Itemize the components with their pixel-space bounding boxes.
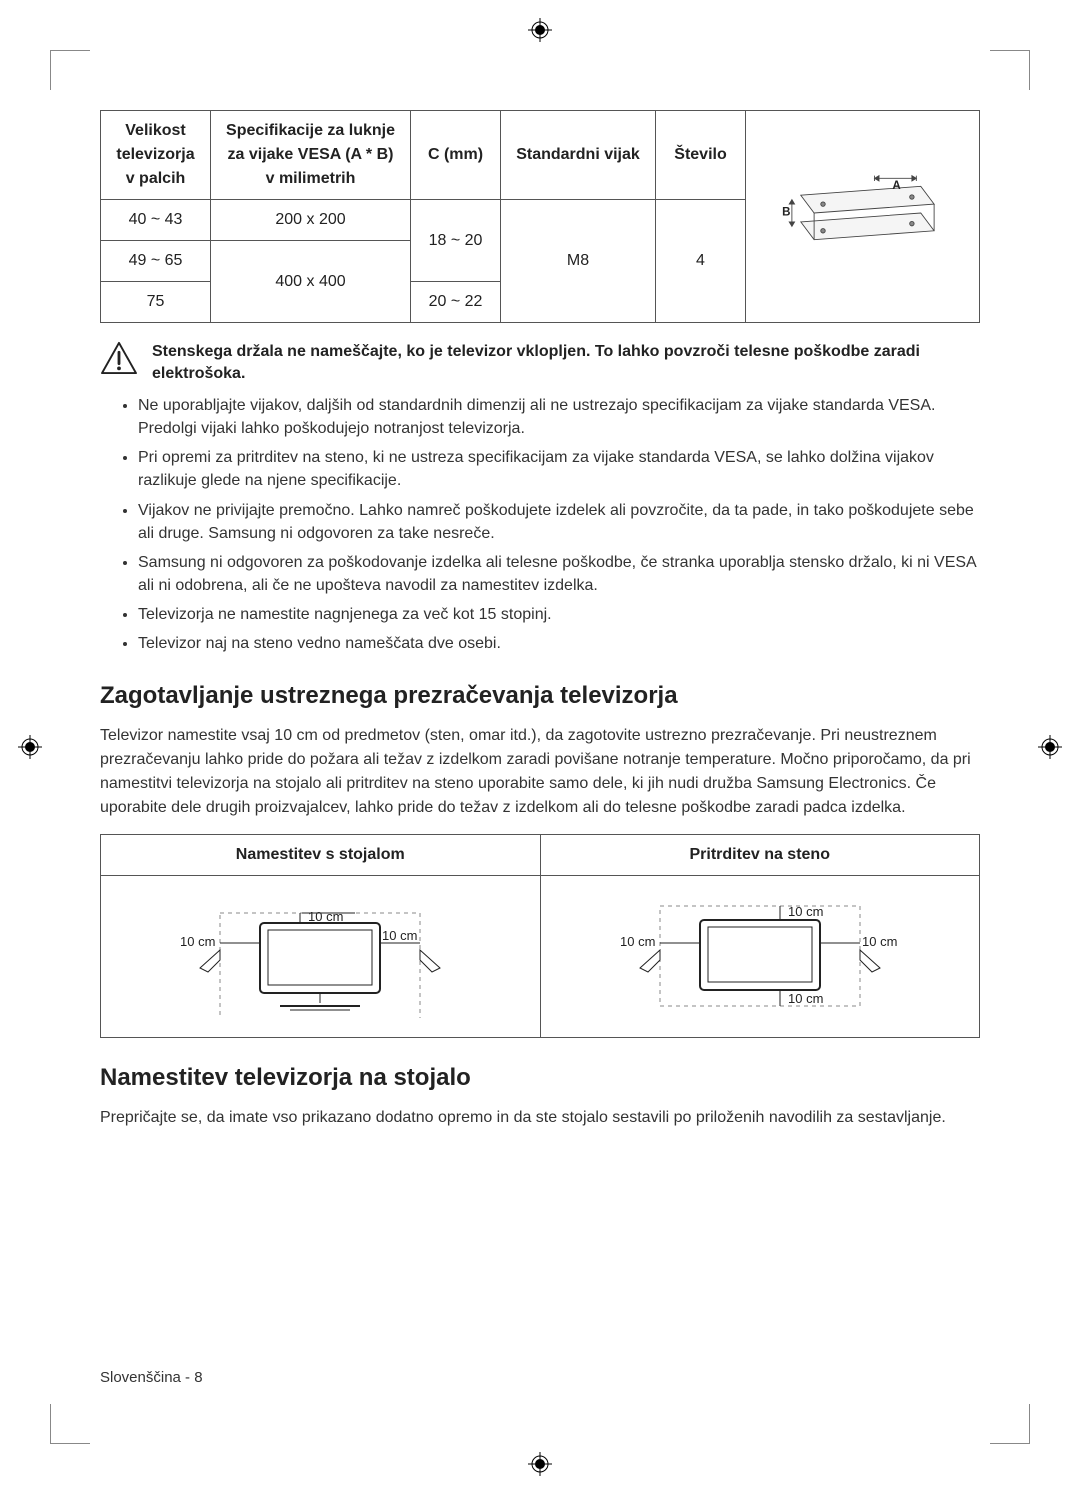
th-spec: Specifikacije za luknje za vijake VESA (… (211, 111, 411, 200)
bracket-diagram-cell: A B (746, 111, 980, 323)
warning-block: Stenskega držala ne nameščajte, ko je te… (100, 341, 980, 386)
registration-mark-icon (18, 735, 42, 759)
crop-mark (50, 1404, 90, 1444)
svg-text:10 cm: 10 cm (382, 928, 417, 943)
ventilation-heading: Zagotavljanje ustreznega prezračevanja t… (100, 678, 980, 714)
crop-mark (990, 50, 1030, 90)
registration-mark-icon (528, 18, 552, 42)
list-item: Pri opremi za pritrditev na steno, ki ne… (138, 446, 980, 492)
table-cell: 20 ~ 22 (411, 282, 501, 323)
list-item: Ne uporabljajte vijakov, daljših od stan… (138, 394, 980, 440)
list-item: Televizorja ne namestite nagnjenega za v… (138, 603, 980, 626)
svg-text:10 cm: 10 cm (620, 934, 655, 949)
svg-text:10 cm: 10 cm (180, 934, 215, 949)
table-cell: 200 x 200 (211, 200, 411, 241)
vent-stand-diagram-cell: 10 cm 10 cm 10 cm (101, 875, 541, 1038)
warning-icon (100, 341, 138, 383)
table-cell: 75 (101, 282, 211, 323)
table-cell: 4 (656, 200, 746, 323)
svg-text:10 cm: 10 cm (308, 909, 343, 924)
svg-text:10 cm: 10 cm (862, 934, 897, 949)
table-cell: 400 x 400 (211, 241, 411, 323)
th-count: Število (656, 111, 746, 200)
table-cell: 18 ~ 20 (411, 200, 501, 282)
stand-heading: Namestitev televizorja na stojalo (100, 1060, 980, 1096)
svg-text:10 cm: 10 cm (788, 991, 823, 1006)
tv-wall-diagram-icon: 10 cm 10 cm 10 cm 10 cm (600, 888, 920, 1018)
th-screw: Standardni vijak (501, 111, 656, 200)
crop-mark (50, 50, 90, 90)
svg-text:10 cm: 10 cm (788, 904, 823, 919)
crop-mark (990, 1404, 1030, 1444)
list-item: Vijakov ne privijajte premočno. Lahko na… (138, 499, 980, 545)
vesa-spec-table: Velikost televizorja v palcih Specifikac… (100, 110, 980, 323)
list-item: Televizor naj na steno vedno nameščata d… (138, 632, 980, 655)
warning-bullet-list: Ne uporabljajte vijakov, daljših od stan… (100, 394, 980, 656)
vent-col1-header: Namestitev s stojalom (101, 834, 541, 875)
th-c: C (mm) (411, 111, 501, 200)
svg-text:B: B (782, 206, 790, 218)
page-footer: Slovenščina - 8 (100, 1367, 203, 1390)
registration-mark-icon (1038, 735, 1062, 759)
table-cell: 40 ~ 43 (101, 200, 211, 241)
vent-col2-header: Pritrditev na steno (540, 834, 980, 875)
ventilation-paragraph: Televizor namestite vsaj 10 cm od predme… (100, 724, 980, 820)
registration-mark-icon (528, 1452, 552, 1476)
warning-text: Stenskega držala ne nameščajte, ko je te… (152, 341, 980, 386)
list-item: Samsung ni odgovoren za poškodovanje izd… (138, 551, 980, 597)
stand-paragraph: Prepričajte se, da imate vso prikazano d… (100, 1106, 980, 1130)
tv-stand-diagram-icon: 10 cm 10 cm 10 cm (160, 888, 480, 1018)
th-size: Velikost televizorja v palcih (101, 111, 211, 200)
vent-wall-diagram-cell: 10 cm 10 cm 10 cm 10 cm (540, 875, 980, 1038)
table-cell: 49 ~ 65 (101, 241, 211, 282)
svg-text:A: A (892, 180, 901, 192)
ventilation-table: Namestitev s stojalom Pritrditev na sten… (100, 834, 980, 1039)
table-cell: M8 (501, 200, 656, 323)
vesa-bracket-icon: A B (778, 173, 948, 253)
